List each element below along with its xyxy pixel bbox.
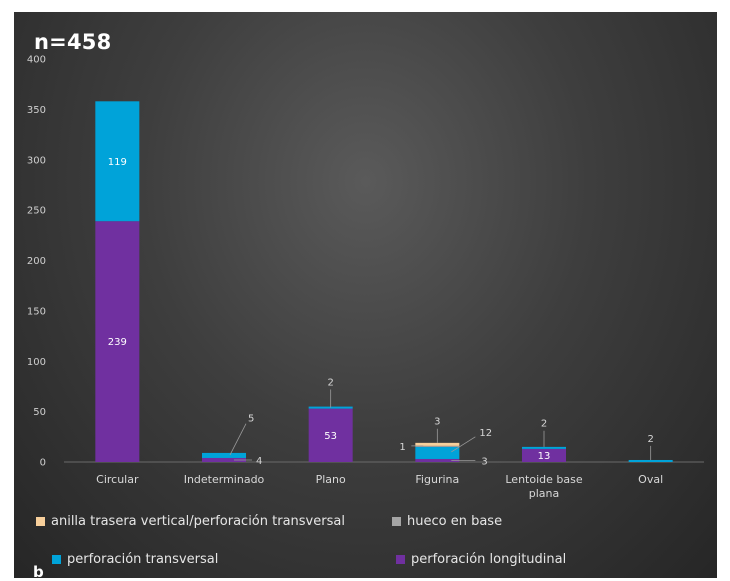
x-category-label: Figurina	[415, 473, 459, 486]
legend-label-longitudinal: perforación longitudinal	[411, 552, 567, 567]
chart-title: n=458	[34, 30, 112, 54]
legend-swatch-anilla	[36, 517, 45, 526]
x-category-label: plana	[529, 487, 560, 500]
bar-segment	[628, 459, 673, 462]
data-label: 119	[108, 157, 127, 168]
legend-label-anilla: anilla trasera vertical/perforación tran…	[51, 514, 345, 529]
data-label: 53	[324, 431, 337, 442]
legend-swatch-longitudinal	[396, 555, 405, 564]
y-tick-label: 150	[27, 306, 46, 317]
data-label: 1	[399, 442, 405, 453]
bar-segment	[415, 446, 460, 459]
y-tick-label: 50	[33, 407, 46, 418]
data-label: 12	[479, 428, 492, 439]
legend-swatch-transversal	[52, 555, 61, 564]
y-tick-label: 0	[40, 458, 46, 469]
data-label: 2	[541, 419, 547, 430]
legend-item-transversal: perforación transversal	[52, 552, 218, 567]
y-tick-label: 200	[27, 256, 46, 267]
bar-segment	[522, 446, 566, 449]
y-tick-label: 350	[27, 105, 46, 116]
legend-item-anilla: anilla trasera vertical/perforación tran…	[36, 514, 345, 529]
y-tick-label: 400	[27, 55, 46, 66]
data-label: 239	[108, 337, 127, 348]
x-category-label: Lentoide base	[505, 473, 582, 486]
panel-letter: b	[33, 563, 44, 581]
data-label: 2	[647, 434, 653, 445]
bar-segment	[95, 101, 140, 222]
legend-swatch-hueco	[392, 517, 401, 526]
data-label-leader	[229, 423, 247, 456]
bar-segment	[95, 221, 140, 462]
bar-segment	[308, 408, 353, 462]
bar-segment	[415, 445, 460, 447]
chart-panel: n=458 0 50 100 150 200 250 300 350 400 Circular In…	[14, 12, 717, 581]
legend-label-hueco: hueco en base	[407, 514, 503, 529]
data-label: 3	[481, 456, 487, 467]
data-label: 4	[256, 456, 262, 467]
bar-segment	[522, 448, 566, 462]
data-label: 5	[248, 414, 254, 425]
x-category-label: Oval	[638, 473, 663, 486]
bar-segment	[202, 457, 246, 462]
legend-label-transversal: perforación transversal	[67, 552, 219, 567]
data-label: 3	[434, 417, 440, 428]
bar-segment	[415, 442, 460, 446]
data-label-leader	[451, 436, 476, 453]
data-label: 2	[327, 377, 333, 388]
y-tick-label: 100	[27, 357, 46, 368]
x-category-label: Indeterminado	[184, 473, 265, 486]
x-category-label: Plano	[316, 473, 346, 486]
data-label: 13	[538, 451, 551, 462]
bar-segment	[202, 452, 246, 458]
y-tick-label: 300	[27, 155, 46, 166]
bar-segment	[415, 458, 460, 462]
legend-item-longitudinal: perforación longitudinal	[396, 552, 566, 567]
stacked-bar-chart: 0 50 100 150 200 250 300 350 400 Circular Indeterm…	[27, 55, 704, 500]
y-tick-label: 250	[27, 206, 46, 217]
x-category-label: Circular	[96, 473, 139, 486]
legend-item-hueco: hueco en base	[392, 514, 502, 529]
